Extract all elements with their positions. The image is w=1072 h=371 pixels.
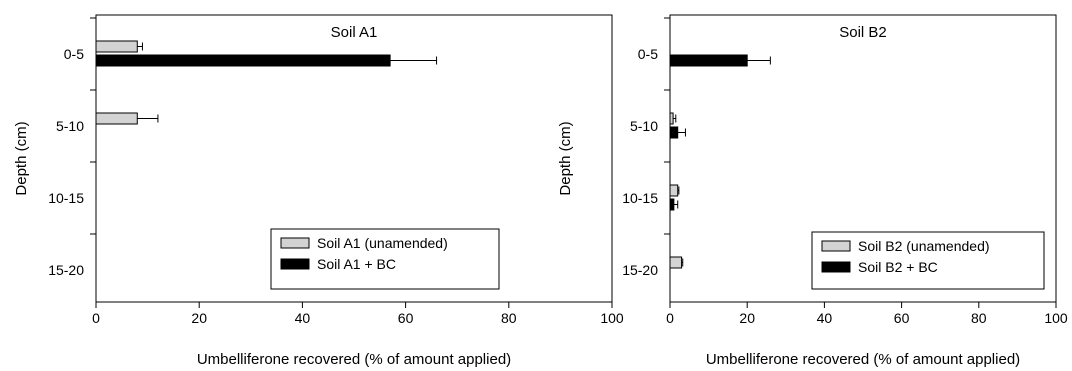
- x-tick-label: 80: [501, 310, 517, 326]
- y-tick-label: 15-20: [622, 262, 658, 278]
- y-tick-label: 15-20: [48, 262, 84, 278]
- x-tick-label: 40: [295, 310, 311, 326]
- x-tick-label: 60: [894, 310, 910, 326]
- bar-unamended: [669, 256, 683, 269]
- bar-unamended: [95, 40, 138, 53]
- legend: Soil A1 (unamended) Soil A1 + BC: [270, 228, 500, 290]
- x-axis-label: Umbelliferone recovered (% of amount app…: [706, 351, 1020, 368]
- chart-panel-1: Soil A1 0 20 40 60 80 100 0-5 5-10 10-15 15-20 Umbe…: [13, 14, 624, 368]
- legend-box: [811, 231, 1045, 290]
- legend-label: Soil A1 (unamended): [317, 235, 448, 251]
- x-tick-label: 20: [191, 310, 207, 326]
- y-tick-label: 10-15: [622, 190, 658, 206]
- x-tick-label: 40: [817, 310, 833, 326]
- legend-swatch: [821, 240, 851, 252]
- y-axis-label: Depth (cm): [13, 121, 30, 195]
- plot-frame: [95, 14, 613, 303]
- x-axis-label: Umbelliferone recovered (% of amount app…: [197, 351, 511, 368]
- x-tick-label: 80: [971, 310, 987, 326]
- bar-unamended: [669, 112, 674, 125]
- legend-label: Soil B2 (unamended): [858, 238, 990, 254]
- x-tick-label: 20: [739, 310, 755, 326]
- x-tick-label: 60: [398, 310, 414, 326]
- bar-unamended: [95, 112, 138, 125]
- x-tick-label: 100: [600, 310, 624, 326]
- legend: Soil B2 (unamended) Soil B2 + BC: [811, 231, 1045, 290]
- chart-title: Soil A1: [331, 24, 378, 41]
- y-tick-label: 10-15: [48, 190, 84, 206]
- y-tick-label: 5-10: [56, 118, 84, 134]
- legend-label: Soil A1 + BC: [317, 256, 396, 272]
- y-tick-label: 0-5: [638, 46, 658, 62]
- x-tick-label: 0: [666, 310, 674, 326]
- bar-bc: [669, 54, 748, 67]
- x-tick-label: 100: [1044, 310, 1068, 326]
- bar-unamended: [669, 184, 679, 197]
- bar-bc: [669, 198, 675, 211]
- legend-swatch: [280, 237, 310, 249]
- legend-swatch: [280, 258, 310, 270]
- bar-bc: [669, 126, 679, 139]
- plot-frame: [669, 14, 1057, 303]
- y-tick-label: 5-10: [630, 118, 658, 134]
- legend-swatch: [821, 261, 851, 273]
- chart-panel-2: Soil B2 0 20 40 60 80 100 0-5 5-10 10-15 15-20 Umbe…: [557, 14, 1068, 368]
- y-axis-label: Depth (cm): [557, 121, 574, 195]
- x-tick-label: 0: [92, 310, 100, 326]
- chart-title: Soil B2: [839, 24, 887, 41]
- y-tick-label: 0-5: [64, 46, 84, 62]
- bar-bc: [95, 54, 391, 67]
- legend-label: Soil B2 + BC: [858, 259, 938, 275]
